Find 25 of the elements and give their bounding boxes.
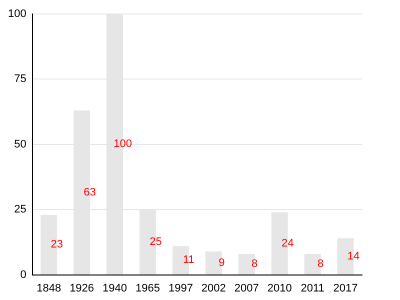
x-tick-label: 2010 [267, 282, 292, 294]
x-tick-label: 2002 [201, 282, 226, 294]
x-tick-label: 1940 [102, 282, 128, 294]
data-label: 100 [114, 138, 132, 150]
data-label: 24 [281, 237, 294, 250]
x-tick-label: 2017 [333, 282, 358, 294]
data-label: 8 [317, 258, 324, 270]
y-tick-label: 100 [8, 8, 26, 20]
x-tick-label: 1926 [70, 282, 94, 294]
data-label: 9 [218, 256, 225, 269]
y-tick-label: 25 [14, 204, 26, 216]
data-label: 23 [50, 238, 63, 251]
data-label: 8 [252, 258, 258, 270]
y-tick-label: 0 [20, 268, 26, 281]
x-tick-label: 2011 [300, 282, 324, 294]
y-tick-label: 50 [14, 138, 26, 150]
x-tick-label: 1848 [36, 282, 62, 294]
x-tick-label: 2007 [234, 282, 259, 294]
y-tick-label: 75 [14, 73, 26, 86]
x-tick-label: 1997 [168, 282, 193, 294]
data-label: 11 [182, 254, 194, 266]
data-label: 14 [347, 250, 360, 262]
data-label: 25 [150, 236, 162, 248]
x-tick-label: 1965 [135, 282, 160, 294]
data-label: 63 [84, 186, 96, 198]
